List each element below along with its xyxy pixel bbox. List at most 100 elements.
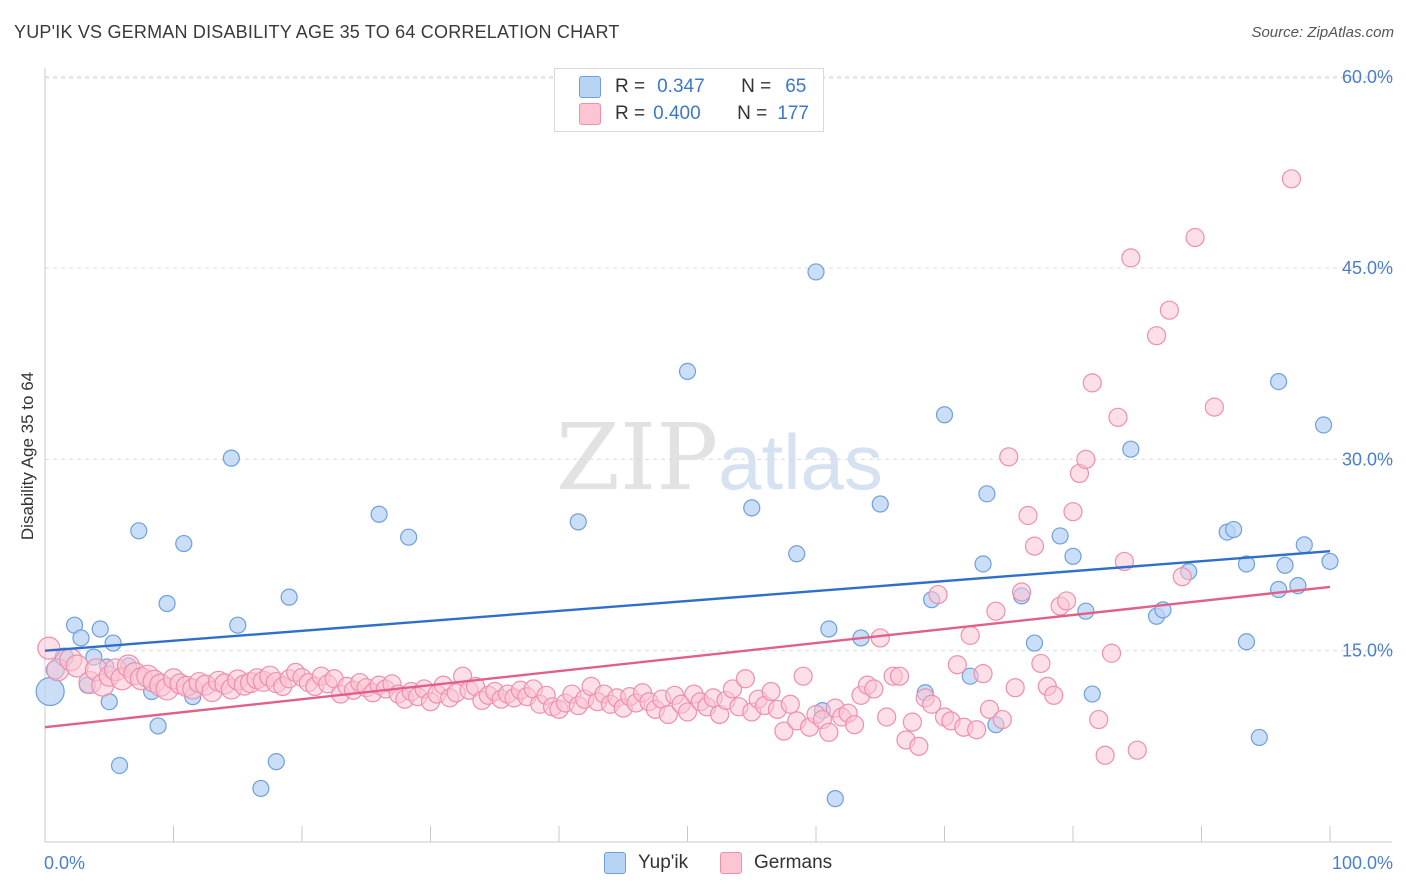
germans-point bbox=[999, 447, 1019, 467]
yupik-point bbox=[569, 513, 587, 531]
legend-swatch-germans bbox=[579, 103, 601, 125]
germans-point bbox=[658, 704, 678, 725]
watermark-zip: ZIP bbox=[556, 404, 719, 511]
yupik-point bbox=[280, 588, 298, 606]
yupik-point bbox=[1250, 728, 1268, 747]
germans-point bbox=[889, 666, 910, 686]
x-tick-label: 0.0% bbox=[44, 853, 85, 873]
yupik-point bbox=[104, 634, 122, 652]
germans-point bbox=[986, 601, 1006, 621]
yupik-point bbox=[974, 555, 992, 573]
yupik-point bbox=[149, 717, 167, 735]
germans-point bbox=[1204, 397, 1224, 417]
germans-point bbox=[1108, 407, 1128, 427]
yupik-point bbox=[788, 545, 806, 563]
germans-point bbox=[1063, 502, 1083, 522]
series-legend: Yup'ik Germans bbox=[0, 852, 1406, 878]
germans-point bbox=[37, 636, 61, 660]
yupik-point bbox=[252, 779, 270, 798]
legend-r-label: R = bbox=[615, 76, 646, 97]
yupik-point bbox=[678, 362, 697, 381]
germans-point bbox=[979, 699, 1000, 719]
germans-point bbox=[1121, 248, 1141, 268]
germans-point bbox=[1044, 685, 1064, 705]
yupik-point bbox=[267, 753, 285, 771]
yupik-point bbox=[91, 620, 109, 638]
germans-point bbox=[1005, 678, 1025, 698]
germans-point bbox=[780, 694, 800, 714]
yupik-point bbox=[807, 263, 825, 281]
germans-point bbox=[735, 669, 755, 689]
y-tick-label: 60.0% bbox=[1342, 67, 1393, 87]
yupik-point bbox=[35, 676, 65, 707]
zipatlas-watermark: ZIPatlas bbox=[556, 404, 883, 511]
germans-point bbox=[1031, 653, 1051, 674]
germans-point bbox=[1146, 326, 1167, 346]
germans-point bbox=[761, 681, 781, 702]
legend-r-value: 0.347 bbox=[657, 76, 705, 97]
series-label-germans: Germans bbox=[754, 852, 833, 873]
germans-point bbox=[1095, 745, 1115, 765]
series-legend-germans[interactable]: Germans bbox=[720, 852, 832, 874]
germans-point bbox=[922, 694, 942, 714]
correlation-legend: R = 0.347 N = 65 R = 0.400 N = 177 bbox=[554, 68, 824, 132]
yupik-point bbox=[229, 616, 247, 634]
legend-r-label: R = bbox=[615, 103, 646, 124]
germans-point bbox=[909, 736, 929, 756]
germans-point bbox=[1056, 591, 1077, 611]
yupik-trend-line bbox=[44, 550, 1331, 652]
germans-point bbox=[1101, 643, 1122, 663]
germans-point bbox=[1018, 505, 1038, 526]
germans-point bbox=[677, 702, 698, 722]
germans-point bbox=[1127, 740, 1147, 760]
legend-row-germans: R = 0.400 N = 177 bbox=[579, 101, 809, 127]
yupik-point bbox=[1122, 440, 1140, 458]
germans-point bbox=[1281, 169, 1302, 189]
germans-point bbox=[1024, 536, 1045, 556]
source-credit: Source: ZipAtlas.com bbox=[1251, 24, 1394, 41]
yupik-point bbox=[222, 449, 240, 467]
germans-point bbox=[774, 721, 794, 741]
legend-swatch-yupik bbox=[579, 76, 601, 98]
yupik-point bbox=[1276, 556, 1294, 574]
germans-point bbox=[819, 722, 839, 742]
germans-point bbox=[1011, 582, 1032, 602]
yupik-point bbox=[370, 505, 388, 523]
legend-r-value: 0.400 bbox=[653, 103, 701, 124]
yupik-point bbox=[72, 629, 90, 647]
germans-trend-line bbox=[44, 585, 1331, 729]
series-legend-yupik[interactable]: Yup'ik bbox=[604, 852, 688, 874]
legend-n-label: N = bbox=[737, 103, 768, 124]
yupik-point bbox=[110, 756, 129, 775]
yupik-point bbox=[400, 528, 418, 546]
yupik-point bbox=[1269, 373, 1288, 391]
germans-point bbox=[992, 709, 1012, 730]
yupik-point bbox=[1321, 552, 1339, 571]
yupik-point bbox=[743, 499, 761, 517]
legend-n-label: N = bbox=[741, 76, 772, 97]
yupik-point bbox=[1025, 634, 1044, 652]
series-swatch-yupik bbox=[604, 852, 626, 874]
yupik-point bbox=[1225, 520, 1243, 539]
yupik-point bbox=[158, 594, 176, 613]
germans-point bbox=[877, 707, 897, 727]
germans-point bbox=[1185, 227, 1205, 248]
y-tick-label: 30.0% bbox=[1342, 449, 1393, 469]
germans-point bbox=[1076, 449, 1096, 469]
germans-point bbox=[864, 679, 884, 699]
yupik-point bbox=[1269, 580, 1288, 599]
yupik-point bbox=[1237, 633, 1256, 651]
yupik-point bbox=[1083, 685, 1101, 703]
yupik-point bbox=[871, 495, 889, 513]
germans-point bbox=[960, 625, 980, 645]
yupik-point bbox=[1237, 555, 1256, 573]
legend-n-value: 65 bbox=[785, 76, 807, 97]
series-swatch-germans bbox=[720, 852, 742, 874]
germans-point bbox=[967, 720, 987, 740]
germans-point bbox=[1089, 709, 1109, 730]
yupik-point bbox=[935, 406, 954, 424]
germans-point bbox=[844, 715, 865, 735]
yupik-point bbox=[1064, 547, 1082, 565]
yupik-point bbox=[175, 534, 193, 553]
